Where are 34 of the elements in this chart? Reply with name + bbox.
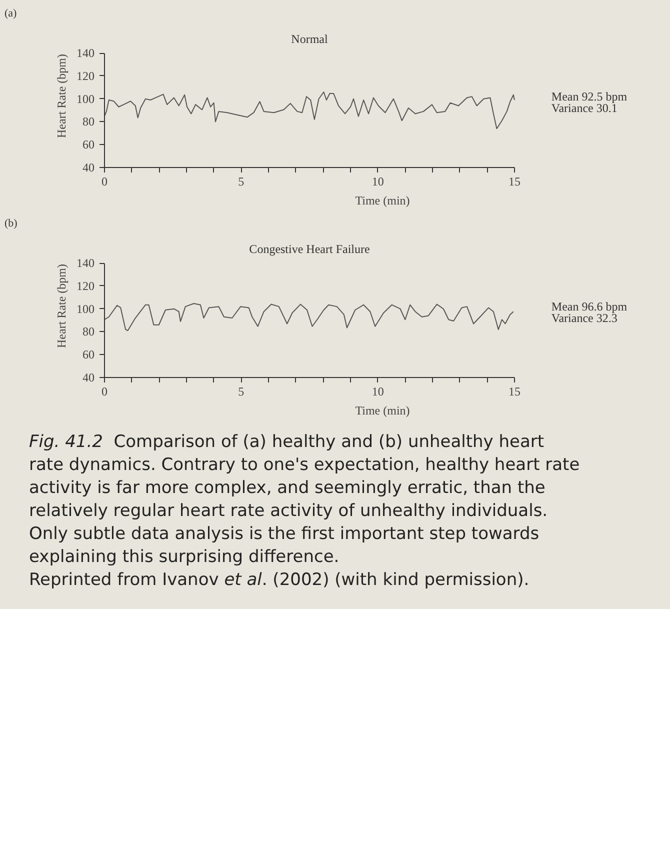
text: (a) xyxy=(4,8,18,20)
x-tick-label: 15 xyxy=(508,174,520,188)
x-tick-label: 5 xyxy=(238,174,244,188)
y-tick-label: 120 xyxy=(76,278,94,293)
y-tick-label: 140 xyxy=(76,46,94,60)
x-tick-label: 15 xyxy=(508,384,520,398)
line-series xyxy=(104,91,515,130)
x-axis-title: Time (min) xyxy=(355,194,410,208)
y-tick-label: 120 xyxy=(76,68,94,83)
y-tick-label: 80 xyxy=(82,114,94,129)
y-tick-label: 80 xyxy=(82,324,94,339)
x-tick-label: 0 xyxy=(102,174,108,188)
y-tick-label: 60 xyxy=(82,138,94,152)
y-axis-title: Heart Rate (bpm) xyxy=(54,54,68,138)
chart-title: Normal xyxy=(291,32,328,46)
y-tick-label: 60 xyxy=(82,348,94,362)
y-tick-label: 140 xyxy=(76,256,94,270)
y-axis-title: Heart Rate (bpm) xyxy=(54,264,68,348)
text: Reprinted from Ivanov et al. (2002) (with kind permission). xyxy=(29,570,530,590)
text: (b) xyxy=(4,218,18,230)
text: Mean 96.6 bpm xyxy=(551,299,628,314)
x-tick-label: 5 xyxy=(238,384,244,398)
line-series xyxy=(104,302,514,332)
x-axis-title: Time (min) xyxy=(355,404,410,418)
x-tick-label: 10 xyxy=(372,384,384,398)
y-tick-label: 100 xyxy=(76,302,94,316)
chart-title: Congestive Heart Failure xyxy=(249,242,370,256)
text: Mean 92.5 bpm xyxy=(551,89,628,104)
caption: Fig. 41.2 Comparison of (a) healthy and (b) unhealthy heart rate dynamics. Contrary to one's expectation, healthy heart rate activity is far more complex, and seemingly erratic, than the relatively regular heart rate activity of unhealthy individuals. Only subtle data analysis is the first important step towards explaining this surprising difference. xyxy=(29,432,580,567)
y-tick-label: 40 xyxy=(82,370,94,384)
y-tick-label: 100 xyxy=(76,92,94,106)
x-tick-label: 10 xyxy=(372,174,384,188)
y-tick-label: 40 xyxy=(82,160,94,174)
x-tick-label: 0 xyxy=(102,384,108,398)
